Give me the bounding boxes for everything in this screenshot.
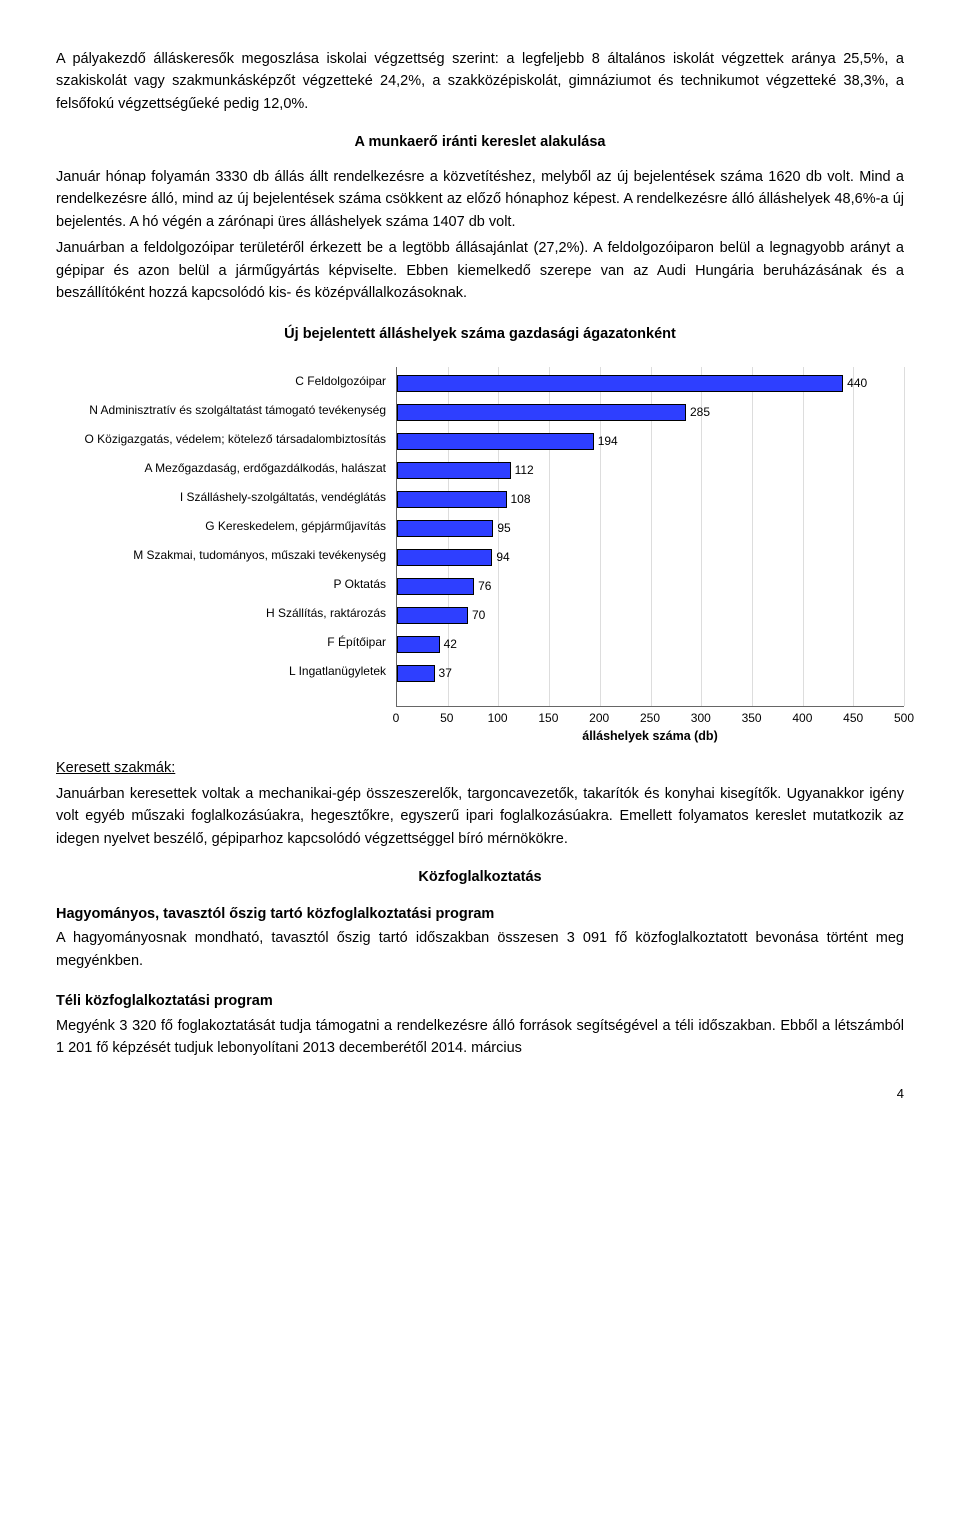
chart-bar-value: 194	[598, 432, 618, 451]
heading-hagyomanyos: Hagyományos, tavasztól őszig tartó közfo…	[56, 903, 904, 925]
chart-bar	[397, 636, 440, 653]
paragraph-5: A hagyományosnak mondható, tavasztól ősz…	[56, 927, 904, 972]
chart-category-label: P Oktatás	[56, 570, 386, 599]
chart-bar	[397, 549, 492, 566]
heading-teli: Téli közfoglalkoztatási program	[56, 990, 904, 1012]
chart-x-tick: 0	[393, 709, 400, 728]
chart-bar	[397, 665, 435, 682]
chart-x-tick: 500	[894, 709, 914, 728]
chart-bar-value: 112	[515, 461, 534, 480]
chart-x-ticks: 050100150200250300350400450500	[396, 707, 904, 725]
chart-bar	[397, 375, 843, 392]
chart-x-tick: 450	[843, 709, 863, 728]
chart-x-tick: 100	[488, 709, 508, 728]
chart-plot-area: 440 285 194 112 10895 94 76 70 42 37	[396, 367, 904, 707]
chart-bar-value: 95	[497, 519, 510, 538]
chart-bar-row: 76	[397, 578, 904, 595]
chart-bar-value: 70	[472, 606, 485, 625]
bar-chart: Új bejelentett álláshelyek száma gazdasá…	[56, 323, 904, 747]
chart-bar	[397, 520, 493, 537]
chart-category-label: M Szakmai, tudományos, műszaki tevékenys…	[56, 541, 386, 570]
paragraph-6: Megyénk 3 320 fő foglakoztatását tudja t…	[56, 1015, 904, 1060]
chart-category-label: C Feldolgozóipar	[56, 367, 386, 396]
chart-bar-value: 285	[690, 403, 710, 422]
chart-bar-row: 112	[397, 462, 904, 479]
chart-x-tick: 150	[538, 709, 558, 728]
chart-category-label: O Közigazgatás, védelem; kötelező társad…	[56, 425, 386, 454]
chart-x-axis-title: álláshelyek száma (db)	[396, 727, 904, 746]
chart-bar-row: 108	[397, 491, 904, 508]
chart-category-label: G Kereskedelem, gépjárműjavítás	[56, 512, 386, 541]
chart-x-tick: 200	[589, 709, 609, 728]
chart-category-label: A Mezőgazdaság, erdőgazdálkodás, halásza…	[56, 454, 386, 483]
heading-kozfoglalkoztatas: Közfoglalkoztatás	[56, 866, 904, 888]
chart-bar-value: 76	[478, 577, 491, 596]
chart-bar-row: 94	[397, 549, 904, 566]
chart-bar	[397, 433, 594, 450]
chart-x-tick: 400	[792, 709, 812, 728]
chart-bar-value: 37	[439, 664, 452, 683]
chart-category-label: N Adminisztratív és szolgáltatást támoga…	[56, 396, 386, 425]
chart-bar-value: 94	[496, 548, 509, 567]
chart-title: Új bejelentett álláshelyek száma gazdasá…	[56, 323, 904, 345]
chart-bar-row: 194	[397, 433, 904, 450]
chart-bar	[397, 491, 507, 508]
keresett-szakmak-label: Keresett szakmák:	[56, 757, 904, 779]
paragraph-1: A pályakezdő álláskeresők megoszlása isk…	[56, 48, 904, 115]
heading-kereslet: A munkaerő iránti kereslet alakulása	[56, 131, 904, 153]
chart-bar	[397, 607, 468, 624]
chart-bar	[397, 578, 474, 595]
chart-category-label: I Szálláshely-szolgáltatás, vendéglátás	[56, 483, 386, 512]
chart-y-labels: C FeldolgozóiparN Adminisztratív és szol…	[56, 367, 386, 706]
chart-bar-row: 42	[397, 636, 904, 653]
chart-bar	[397, 462, 511, 479]
chart-bar-row: 37	[397, 665, 904, 682]
chart-bar-value: 440	[847, 374, 867, 393]
chart-bar-value: 108	[511, 490, 531, 509]
chart-bar-row: 440	[397, 375, 904, 392]
chart-gridline	[904, 367, 905, 706]
page-number: 4	[56, 1084, 904, 1104]
chart-x-tick: 350	[742, 709, 762, 728]
chart-bar	[397, 404, 686, 421]
chart-category-label: H Szállítás, raktározás	[56, 599, 386, 628]
chart-category-label: F Építőipar	[56, 628, 386, 657]
chart-bar-row: 70	[397, 607, 904, 624]
chart-bar-row: 285	[397, 404, 904, 421]
paragraph-2: Január hónap folyamán 3330 db állás állt…	[56, 166, 904, 233]
chart-bar-value: 42	[444, 635, 457, 654]
paragraph-4: Januárban keresettek voltak a mechanikai…	[56, 783, 904, 850]
chart-bar-row: 95	[397, 520, 904, 537]
chart-x-tick: 250	[640, 709, 660, 728]
chart-x-tick: 50	[440, 709, 453, 728]
paragraph-3: Januárban a feldolgozóipar területéről é…	[56, 237, 904, 304]
chart-category-label: L Ingatlanügyletek	[56, 657, 386, 686]
chart-x-tick: 300	[691, 709, 711, 728]
